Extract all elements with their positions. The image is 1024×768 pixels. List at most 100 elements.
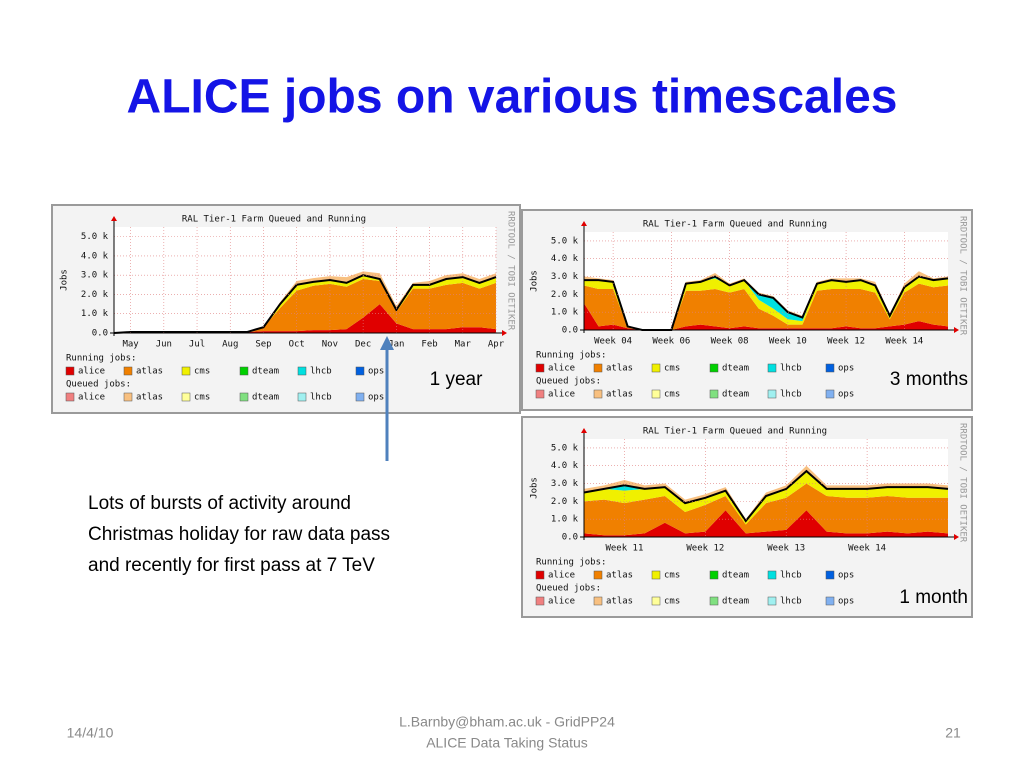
y-tick-label: 0.0 [92, 329, 108, 339]
x-tick-label: Week 14 [848, 544, 886, 554]
legend-title: Running jobs: [66, 354, 136, 364]
legend-swatch [355, 366, 365, 376]
y-tick-label: 3.0 k [551, 272, 579, 282]
legend-label: dteam [722, 597, 749, 607]
legend-title: Running jobs: [536, 558, 606, 568]
y-tick-label: 1.0 k [551, 308, 579, 318]
legend-label: atlas [136, 393, 163, 403]
y-tick-label: 2.0 k [551, 497, 579, 507]
legend-swatch [65, 366, 75, 376]
chart: RAL Tier-1 Farm Queued and Running Jobs RR… [521, 209, 973, 411]
x-tick-label: Week 10 [769, 337, 807, 347]
caption: 1 year [430, 369, 483, 390]
footer-page: 21 [945, 725, 961, 741]
y-axis-arrow [111, 216, 117, 221]
legend-swatch [767, 363, 777, 373]
x-axis-arrow [502, 330, 507, 336]
legend-swatch [535, 570, 545, 580]
x-tick-label: Week 06 [652, 337, 690, 347]
legend-title: Queued jobs: [536, 377, 601, 387]
legend-label: ops [368, 367, 384, 377]
legend-swatch [825, 570, 835, 580]
y-tick-label: 2.0 k [551, 290, 579, 300]
legend-label: atlas [606, 571, 633, 581]
legend-swatch [709, 363, 719, 373]
chart-title: RAL Tier-1 Farm Queued and Running [643, 220, 827, 230]
legend-label: cms [664, 571, 680, 581]
legend-title: Queued jobs: [536, 584, 601, 594]
y-tick-label: 3.0 k [81, 271, 109, 281]
x-tick-label: Dec [355, 340, 371, 350]
x-tick-label: Apr [488, 340, 505, 350]
x-axis-arrow [954, 327, 959, 333]
legend-swatch [825, 596, 835, 606]
caption: 3 months [890, 369, 968, 390]
legend-label: lhcb [310, 367, 332, 377]
x-tick-label: Week 11 [605, 544, 643, 554]
legend-swatch [651, 596, 661, 606]
side-label: RRDTOOL / TOBI OETIKER [958, 423, 968, 543]
x-tick-label: Week 14 [885, 337, 923, 347]
chart: RAL Tier-1 Farm Queued and Running Jobs RR… [51, 204, 521, 414]
legend-swatch [767, 570, 777, 580]
legend-label: dteam [722, 571, 749, 581]
y-tick-label: 4.0 k [81, 251, 109, 261]
y-tick-label: 5.0 k [551, 443, 579, 453]
legend-label: dteam [252, 393, 279, 403]
legend-label: atlas [606, 364, 633, 374]
side-label: RRDTOOL / TOBI OETIKER [958, 216, 968, 336]
legend-label: ops [838, 364, 854, 374]
y-tick-label: 4.0 k [551, 461, 579, 471]
legend-swatch [767, 596, 777, 606]
legend-label: cms [664, 390, 680, 400]
legend-swatch [535, 363, 545, 373]
legend-swatch [239, 366, 249, 376]
x-tick-label: Feb [421, 340, 437, 350]
y-tick-label: 5.0 k [81, 232, 109, 242]
legend-swatch [181, 392, 191, 402]
legend-label: cms [664, 364, 680, 374]
chart: RAL Tier-1 Farm Queued and Running Jobs RR… [521, 416, 973, 618]
x-tick-label: May [122, 340, 139, 350]
legend-label: alice [78, 367, 105, 377]
y-axis-arrow [581, 428, 587, 433]
legend-swatch [123, 392, 133, 402]
legend-title: Running jobs: [536, 351, 606, 361]
chart-title: RAL Tier-1 Farm Queued and Running [182, 215, 366, 225]
slide-title: ALICE jobs on various timescales [127, 71, 898, 124]
area [584, 303, 948, 330]
y-tick-label: 0.0 [562, 533, 578, 543]
legend-swatch [651, 570, 661, 580]
side-label: RRDTOOL / TOBI OETIKER [506, 211, 516, 331]
x-tick-label: Mar [455, 340, 472, 350]
area [584, 465, 948, 521]
legend-swatch [297, 392, 307, 402]
x-tick-label: Nov [322, 340, 338, 350]
legend-label: lhcb [780, 597, 802, 607]
area [114, 304, 496, 333]
legend-label: ops [368, 393, 384, 403]
charts: RAL Tier-1 Farm Queued and Running Jobs RR… [51, 204, 973, 618]
x-tick-label: Week 04 [594, 337, 632, 347]
legend-swatch [825, 389, 835, 399]
legend-swatch [651, 389, 661, 399]
x-tick-label: Week 12 [686, 544, 724, 554]
caption: 1 month [899, 587, 968, 608]
legend-label: lhcb [780, 364, 802, 374]
legend-swatch [593, 596, 603, 606]
x-tick-label: Aug [222, 340, 238, 350]
area [114, 275, 496, 333]
legend-swatch [181, 366, 191, 376]
area [114, 279, 496, 333]
area [584, 276, 948, 330]
legend-label: atlas [136, 367, 163, 377]
y-tick-label: 1.0 k [81, 309, 109, 319]
legend-label: dteam [252, 367, 279, 377]
y-axis-label: Jobs [530, 477, 540, 499]
x-tick-label: Week 08 [711, 337, 749, 347]
legend-label: ops [838, 597, 854, 607]
legend-label: lhcb [780, 390, 802, 400]
y-tick-label: 1.0 k [551, 515, 579, 525]
legend-swatch [239, 392, 249, 402]
y-tick-label: 3.0 k [551, 479, 579, 489]
